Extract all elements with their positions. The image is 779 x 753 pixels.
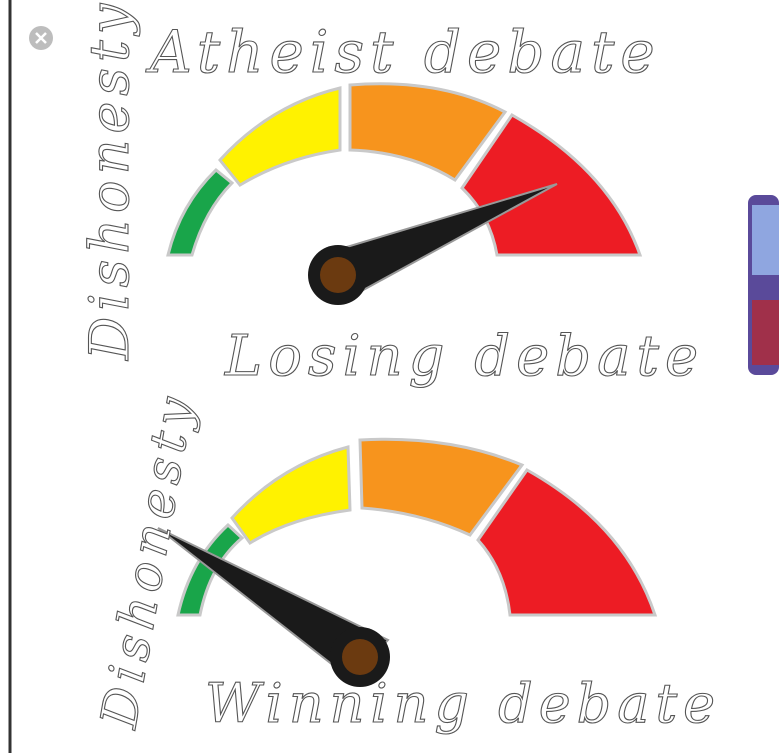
- gauge-top: [168, 84, 640, 305]
- viewer: Atheist debate Dishonesty Losing debate …: [0, 0, 779, 753]
- caption: Winning debate: [205, 672, 721, 735]
- title: Atheist debate: [145, 18, 661, 86]
- axis-label: Dishonesty: [78, 0, 141, 361]
- page: Atheist debate Dishonesty Losing debate …: [0, 0, 779, 753]
- axis-label: Dishonesty: [90, 387, 206, 733]
- caption: Losing debate: [224, 324, 704, 389]
- thumbnail[interactable]: [748, 195, 779, 375]
- close-button[interactable]: [29, 26, 53, 50]
- gauge-bottom: [158, 439, 655, 687]
